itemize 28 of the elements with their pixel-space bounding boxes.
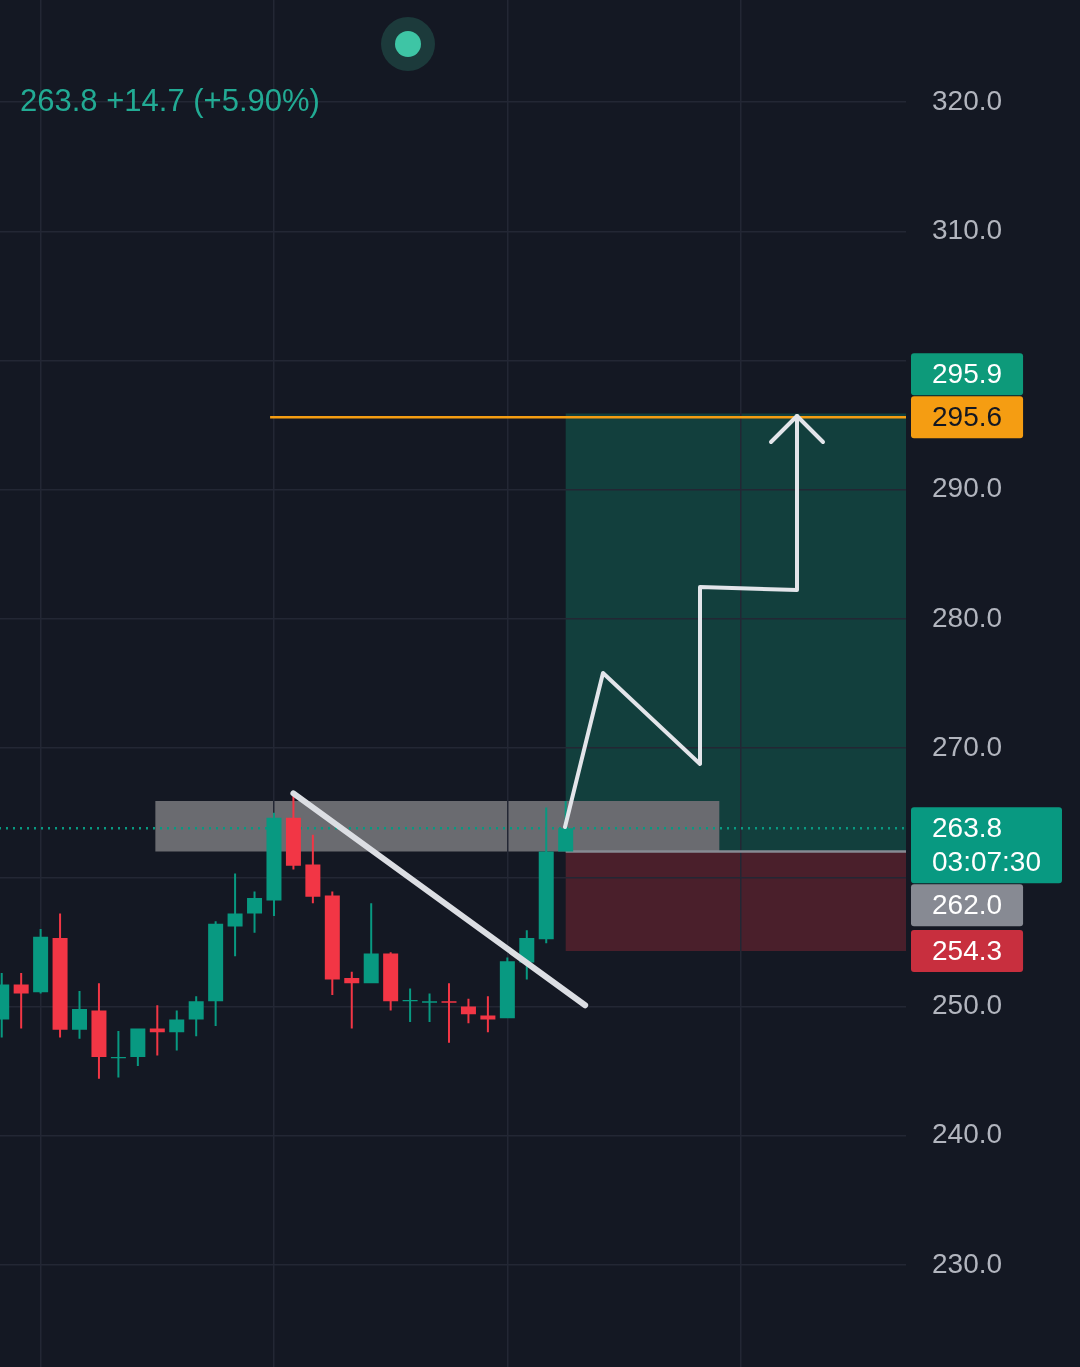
text: 263.8 +14.7 (+5.90%) xyxy=(20,82,320,120)
candlestick xyxy=(344,971,360,1029)
ref-line-label: 295.6 xyxy=(932,401,1003,433)
y-tick-label: 290.0 xyxy=(932,472,1003,504)
y-tick-label: 310.0 xyxy=(932,214,1003,245)
candlestick xyxy=(402,988,418,1023)
ref-line-label: 262.0 xyxy=(932,888,1003,920)
candlestick xyxy=(72,991,88,1039)
y-tick-label: 240.0 xyxy=(932,1118,1003,1150)
candlestick xyxy=(422,993,438,1023)
band-label: 295.9 xyxy=(932,358,1003,390)
candlestick xyxy=(13,972,29,1029)
band-label: 254.3 xyxy=(932,934,1003,966)
candlestick xyxy=(149,1005,165,1056)
candlestick xyxy=(441,983,457,1043)
y-tick-label: 230.0 xyxy=(932,1247,1003,1279)
candlestick xyxy=(305,834,321,904)
candlestick xyxy=(91,983,107,1079)
text: 03:07:30 xyxy=(932,845,1041,877)
y-tick-label: 250.0 xyxy=(932,989,1003,1021)
y-tick-label: 280.0 xyxy=(932,601,1003,633)
y-tick-label: 320.0 xyxy=(932,84,1003,116)
candlestick xyxy=(110,1031,126,1078)
candlestick xyxy=(227,873,243,957)
y-tick-label: 270.0 xyxy=(932,730,1003,762)
candlestick xyxy=(169,1010,185,1051)
ref-line-label: 263.8 xyxy=(932,811,1003,843)
candlestick xyxy=(130,1028,146,1066)
